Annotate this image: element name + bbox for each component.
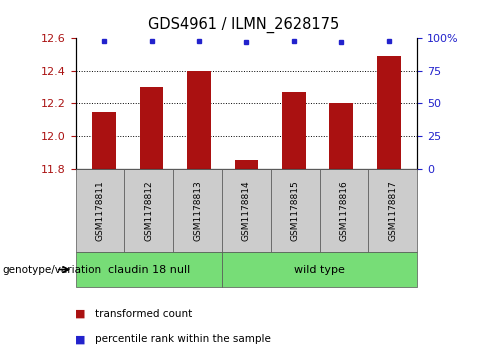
Text: transformed count: transformed count <box>95 309 192 319</box>
Text: GSM1178814: GSM1178814 <box>242 180 251 241</box>
Text: percentile rank within the sample: percentile rank within the sample <box>95 334 271 344</box>
Text: ■: ■ <box>75 309 86 319</box>
Bar <box>140 87 163 169</box>
Text: genotype/variation: genotype/variation <box>2 265 102 274</box>
Bar <box>92 112 116 169</box>
Text: GSM1178812: GSM1178812 <box>144 180 153 241</box>
Text: GDS4961 / ILMN_2628175: GDS4961 / ILMN_2628175 <box>148 16 340 33</box>
Bar <box>235 160 258 169</box>
Bar <box>282 92 306 169</box>
Text: wild type: wild type <box>294 265 345 274</box>
Bar <box>377 56 401 169</box>
Text: claudin 18 null: claudin 18 null <box>108 265 190 274</box>
Bar <box>187 71 211 169</box>
Bar <box>329 103 353 169</box>
Text: ■: ■ <box>75 334 86 344</box>
Text: GSM1178813: GSM1178813 <box>193 180 202 241</box>
Text: GSM1178816: GSM1178816 <box>340 180 348 241</box>
Text: GSM1178811: GSM1178811 <box>96 180 104 241</box>
Text: GSM1178817: GSM1178817 <box>388 180 397 241</box>
Text: GSM1178815: GSM1178815 <box>291 180 300 241</box>
